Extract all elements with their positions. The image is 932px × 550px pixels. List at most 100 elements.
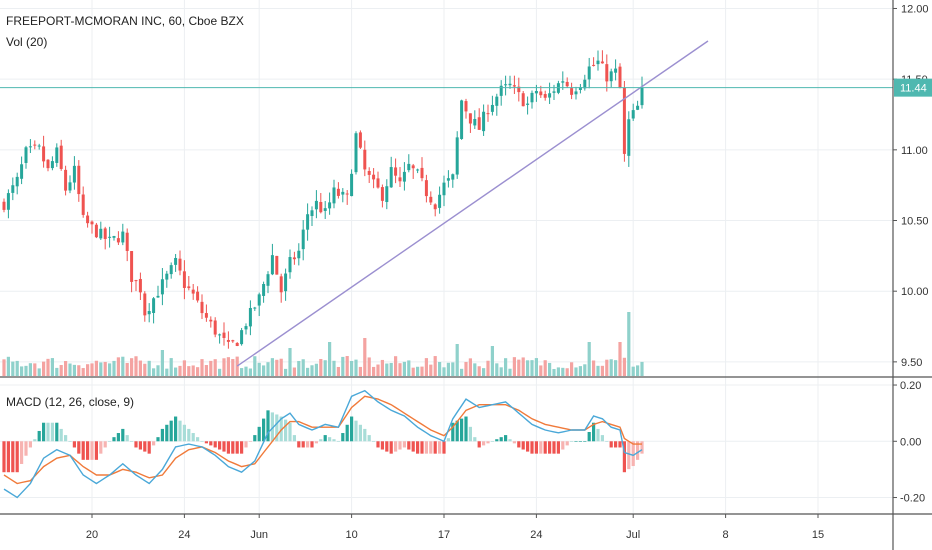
- candle-body[interactable]: [310, 210, 314, 217]
- candle-body[interactable]: [328, 202, 332, 209]
- candle-body[interactable]: [156, 295, 160, 298]
- candle-body[interactable]: [121, 231, 125, 243]
- candle-body[interactable]: [182, 271, 186, 288]
- candle-body[interactable]: [248, 307, 252, 327]
- candle-body[interactable]: [86, 215, 90, 224]
- candle-body[interactable]: [235, 343, 239, 347]
- candle-body[interactable]: [534, 90, 538, 94]
- candle-body[interactable]: [37, 145, 41, 147]
- candle-body[interactable]: [222, 332, 226, 338]
- candle-body[interactable]: [587, 66, 591, 80]
- candle-body[interactable]: [385, 186, 389, 203]
- candle-body[interactable]: [433, 204, 437, 210]
- candle-body[interactable]: [380, 187, 384, 201]
- candle-body[interactable]: [90, 221, 94, 225]
- last-price-tag[interactable]: [894, 78, 932, 97]
- candle-body[interactable]: [504, 84, 508, 86]
- candle-body[interactable]: [442, 182, 446, 196]
- trendline-layer[interactable]: [0, 40, 893, 367]
- candle-body[interactable]: [187, 286, 191, 289]
- candle-body[interactable]: [306, 214, 310, 230]
- candle-body[interactable]: [103, 228, 107, 239]
- candle-body[interactable]: [394, 167, 398, 176]
- candle-body[interactable]: [574, 91, 578, 95]
- candle-body[interactable]: [226, 339, 230, 342]
- candle-body[interactable]: [332, 187, 336, 204]
- candle-body[interactable]: [468, 113, 472, 124]
- candle-body[interactable]: [218, 334, 222, 336]
- candle-body[interactable]: [495, 96, 499, 106]
- candle-body[interactable]: [636, 105, 640, 110]
- candle-body[interactable]: [605, 64, 609, 82]
- candle-body[interactable]: [204, 313, 208, 318]
- candle-body[interactable]: [191, 289, 195, 294]
- candle-body[interactable]: [482, 111, 486, 132]
- candle-body[interactable]: [147, 311, 151, 315]
- candle-body[interactable]: [460, 100, 464, 139]
- candle-body[interactable]: [455, 137, 459, 175]
- candle-body[interactable]: [451, 174, 455, 180]
- candle-body[interactable]: [543, 94, 547, 98]
- candle-body[interactable]: [59, 145, 63, 169]
- candle-body[interactable]: [512, 85, 516, 87]
- candle-body[interactable]: [253, 307, 257, 309]
- candle-body[interactable]: [350, 173, 354, 197]
- candle-body[interactable]: [138, 278, 142, 293]
- candle-body[interactable]: [614, 68, 618, 73]
- candle-body[interactable]: [526, 103, 530, 105]
- candle-body[interactable]: [72, 165, 76, 183]
- candle-body[interactable]: [108, 236, 112, 238]
- candle-body[interactable]: [196, 291, 200, 301]
- candle-body[interactable]: [77, 165, 81, 195]
- candle-body[interactable]: [372, 174, 376, 180]
- candle-body[interactable]: [631, 110, 635, 119]
- candle-body[interactable]: [200, 301, 204, 314]
- candle-body[interactable]: [244, 326, 248, 330]
- macd-line[interactable]: [3, 389, 643, 499]
- candle-body[interactable]: [521, 93, 525, 107]
- candle-body[interactable]: [389, 167, 393, 188]
- candle-body[interactable]: [152, 298, 156, 313]
- candle-body[interactable]: [240, 330, 244, 345]
- price-candles[interactable]: [2, 50, 644, 349]
- candle-body[interactable]: [50, 161, 54, 169]
- candle-body[interactable]: [257, 294, 261, 306]
- macd-pane[interactable]: [2, 389, 644, 499]
- candle-body[interactable]: [266, 274, 270, 286]
- candle-body[interactable]: [622, 87, 626, 154]
- candle-body[interactable]: [314, 200, 318, 210]
- trendline[interactable]: [236, 40, 709, 367]
- candle-body[interactable]: [376, 178, 380, 188]
- candle-body[interactable]: [552, 91, 556, 93]
- candle-body[interactable]: [42, 146, 46, 162]
- candle-body[interactable]: [125, 232, 129, 251]
- candle-body[interactable]: [24, 147, 28, 163]
- candle-body[interactable]: [345, 193, 349, 195]
- candle-body[interactable]: [464, 101, 468, 112]
- candle-body[interactable]: [15, 176, 19, 187]
- candle-body[interactable]: [28, 146, 32, 148]
- candle-body[interactable]: [358, 132, 362, 148]
- candle-body[interactable]: [530, 92, 534, 103]
- candle-body[interactable]: [363, 149, 367, 170]
- candle-body[interactable]: [55, 147, 59, 163]
- candle-body[interactable]: [398, 177, 402, 182]
- candle-body[interactable]: [508, 83, 512, 86]
- candle-body[interactable]: [319, 202, 323, 213]
- candle-body[interactable]: [33, 144, 37, 146]
- candle-body[interactable]: [407, 163, 411, 171]
- candle-body[interactable]: [68, 182, 72, 191]
- candle-body[interactable]: [275, 255, 279, 275]
- candle-body[interactable]: [301, 229, 305, 250]
- candle-body[interactable]: [20, 164, 24, 179]
- candle-body[interactable]: [279, 276, 283, 293]
- candle-body[interactable]: [46, 159, 50, 169]
- candle-body[interactable]: [548, 93, 552, 98]
- candle-body[interactable]: [592, 64, 596, 66]
- candle-body[interactable]: [477, 117, 481, 130]
- candle-body[interactable]: [561, 81, 565, 83]
- candle-body[interactable]: [270, 255, 274, 275]
- candle-body[interactable]: [288, 257, 292, 273]
- candle-body[interactable]: [570, 88, 574, 95]
